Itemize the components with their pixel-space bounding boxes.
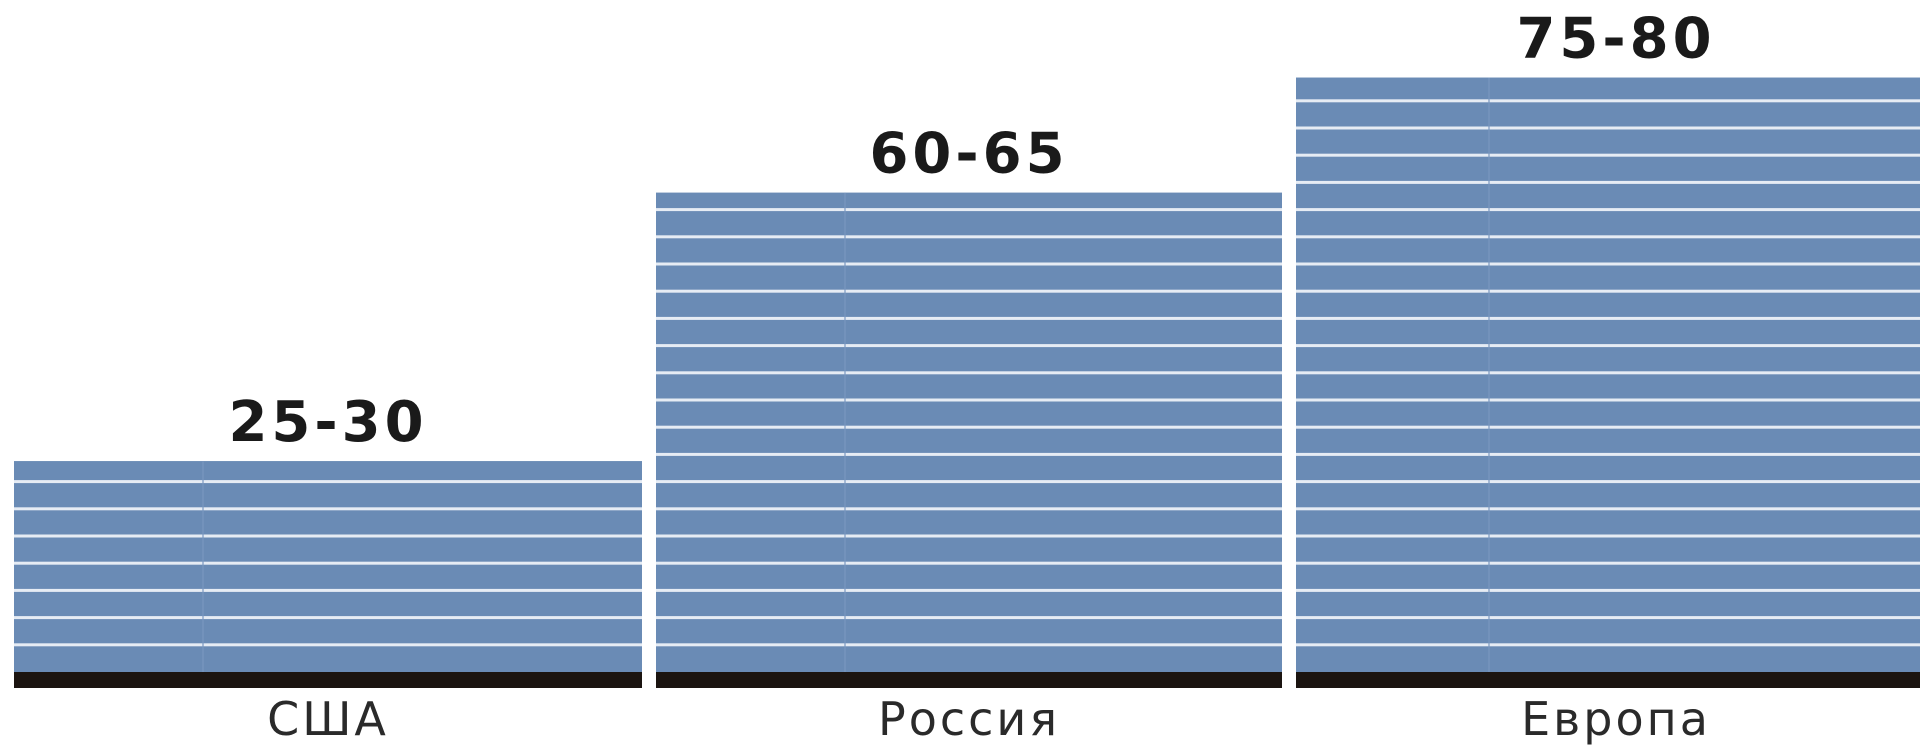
bar-stripe <box>1296 643 1920 647</box>
bar-stripe <box>1296 480 1920 484</box>
bar-2 <box>656 192 1282 672</box>
bar-stripe <box>656 616 1282 620</box>
bar-stripe <box>14 480 642 484</box>
bar-stripe <box>1296 371 1920 375</box>
bar-stripe <box>1296 153 1920 157</box>
bar-stripe <box>656 371 1282 375</box>
bar-stripe <box>656 398 1282 402</box>
bar-stripe <box>1296 398 1920 402</box>
bar-stripe <box>656 425 1282 429</box>
bar-stripe <box>656 208 1282 212</box>
bar-stripe <box>656 316 1282 320</box>
bar-stripe <box>1296 425 1920 429</box>
bar-stripe <box>656 289 1282 293</box>
bar-stripe <box>1296 588 1920 592</box>
bar-stripe <box>1296 561 1920 565</box>
bar-stripe <box>1296 126 1920 130</box>
bars-group <box>14 77 1920 672</box>
category-label: Европа <box>1521 692 1711 745</box>
bar-stripe <box>1296 262 1920 266</box>
bar-stripe <box>14 507 642 511</box>
bar-stripe <box>656 262 1282 266</box>
bar-seam <box>202 461 204 672</box>
bar-stripe <box>14 616 642 620</box>
bar-stripe <box>656 452 1282 456</box>
bar-3 <box>1296 77 1920 672</box>
bar-stripe <box>14 534 642 538</box>
bar-stripe <box>1296 208 1920 212</box>
bar-stripe <box>1296 235 1920 239</box>
bar-stripe <box>1296 534 1920 538</box>
baseline-group <box>14 672 1920 688</box>
bar-stripe <box>1296 180 1920 184</box>
bar-stripe <box>656 480 1282 484</box>
category-label: США <box>267 692 389 745</box>
category-labels-group: США Россия Европа <box>267 692 1711 745</box>
bar-3-stripes <box>1296 99 1920 647</box>
value-label: 75-80 <box>1516 7 1715 72</box>
bar-stripe <box>656 588 1282 592</box>
bar-stripe <box>1296 616 1920 620</box>
bar-stripe <box>656 235 1282 239</box>
bar-stripe <box>14 588 642 592</box>
bar-2-stripes <box>656 208 1282 647</box>
baseline-segment <box>1296 672 1920 688</box>
bar-seam <box>1488 77 1490 672</box>
bar-stripe <box>1296 99 1920 103</box>
value-label: 60-65 <box>869 122 1068 187</box>
bar-stripe <box>1296 344 1920 348</box>
bar-stripe <box>656 344 1282 348</box>
bar-stripe <box>14 643 642 647</box>
bar-stripe <box>1296 452 1920 456</box>
bar-stripe <box>656 507 1282 511</box>
bar-stripe <box>656 561 1282 565</box>
bar-stripe <box>656 534 1282 538</box>
baseline-segment <box>656 672 1282 688</box>
baseline-segment <box>14 672 642 688</box>
bar-1-stripes <box>14 480 642 647</box>
bar-1 <box>14 461 642 672</box>
bar-stripe <box>1296 316 1920 320</box>
bar-stripe <box>656 643 1282 647</box>
bar-stripe <box>1296 507 1920 511</box>
bar-stripe <box>14 561 642 565</box>
value-labels-group: 25-30 60-65 75-80 <box>228 7 1715 456</box>
value-label: 25-30 <box>228 390 427 455</box>
bar-seam <box>844 192 846 672</box>
bar-stripe <box>1296 289 1920 293</box>
category-label: Россия <box>878 692 1060 745</box>
